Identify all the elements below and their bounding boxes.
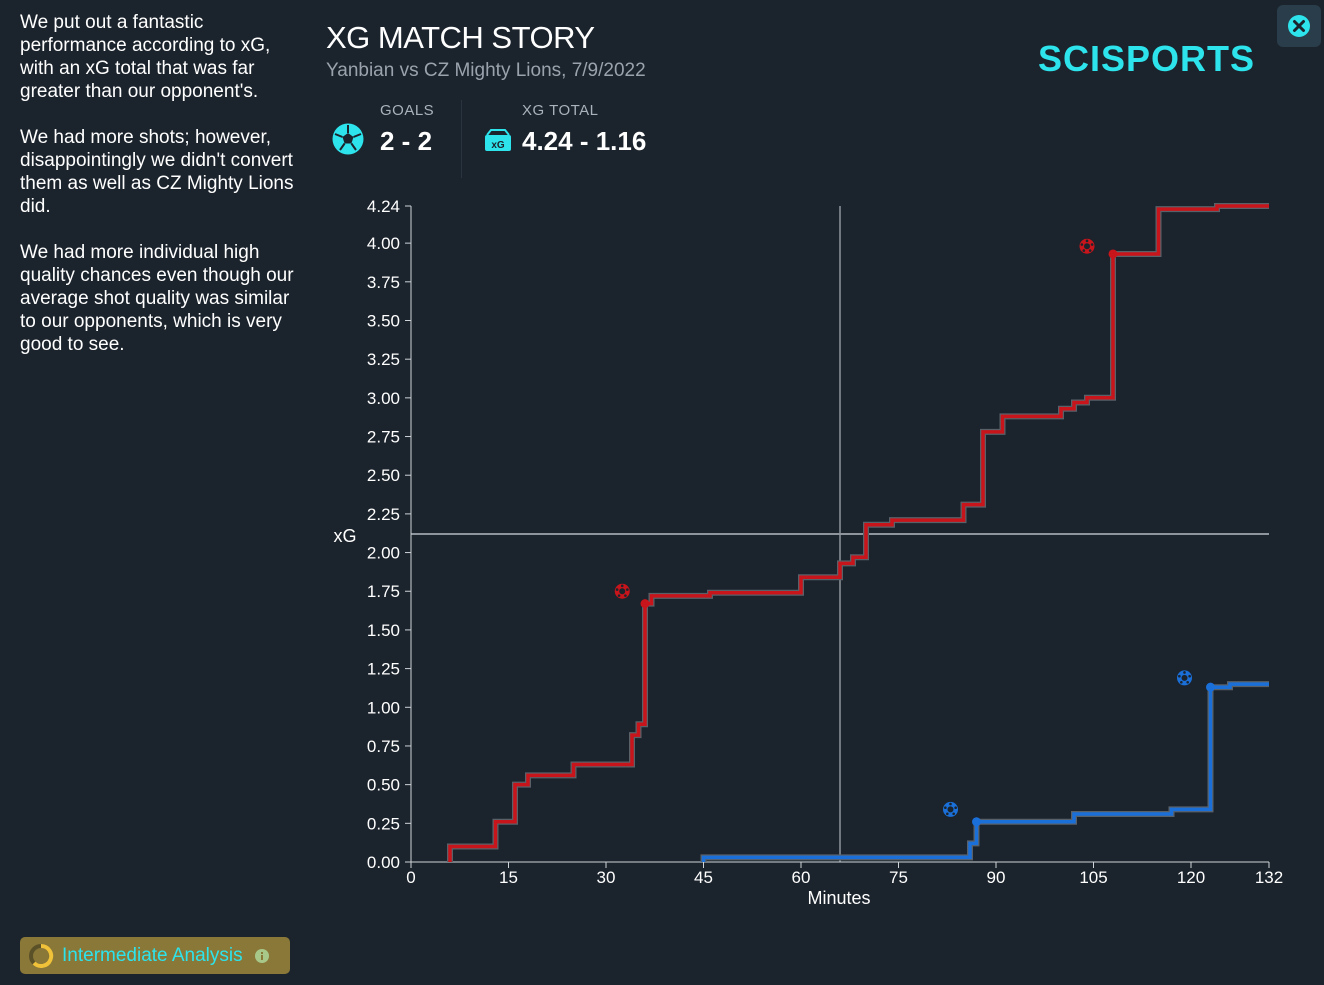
goal-ball-outline <box>614 583 630 599</box>
y-tick-label: 3.75 <box>367 273 400 292</box>
y-tick-label: 0.00 <box>367 853 400 872</box>
yanbian-goal-point <box>1108 249 1118 259</box>
xg-goal-icon: xG <box>485 129 511 151</box>
x-tick-label: 15 <box>499 868 518 887</box>
x-tick-label: 120 <box>1177 868 1205 887</box>
cz-mighty-lions-xg-line <box>701 682 1269 862</box>
y-tick-label: 2.75 <box>367 428 400 447</box>
y-axis-label: xG <box>333 526 356 546</box>
goal-ball-center <box>1181 674 1188 681</box>
goal-ball-patch <box>1186 680 1189 684</box>
y-tick-label: 4.00 <box>367 234 400 253</box>
x-tick-label: 75 <box>889 868 908 887</box>
x-tick-label: 30 <box>597 868 616 887</box>
narrative-paragraph-2: We had more shots; however, disappointin… <box>20 127 294 217</box>
y-tick-label: 0.50 <box>367 776 400 795</box>
y-tick-label: 2.50 <box>367 466 400 485</box>
goal-ball-outline <box>1079 238 1095 254</box>
goal-ball-patch <box>1088 249 1092 252</box>
narrative-paragraph-3: We had more individual high quality chan… <box>20 242 294 355</box>
intermediate-analysis-badge[interactable]: Intermediate Analysis <box>20 937 290 974</box>
x-tick-label: 0 <box>406 868 415 887</box>
goal-ball-patch <box>617 594 621 597</box>
goal-ball-outline <box>1177 670 1192 686</box>
goal-ball-patch <box>952 812 955 816</box>
match-subtitle: Yanbian vs CZ Mighty Lions, 7/9/2022 <box>326 60 646 81</box>
progress-ring-icon <box>29 943 54 968</box>
goal-ball-center <box>947 806 954 813</box>
goal-ball-patch <box>626 588 629 591</box>
yanbian-goal-point <box>640 599 650 609</box>
xg-total-label: XG TOTAL <box>522 102 599 119</box>
y-tick-label: 0.25 <box>367 814 400 833</box>
page-title: XG MATCH STORY <box>326 20 595 55</box>
y-tick-label: 1.75 <box>367 582 400 601</box>
y-tick-label: 2.25 <box>367 505 400 524</box>
goal-ball-patch <box>1180 680 1183 684</box>
xg-total-value: 4.24 - 1.16 <box>522 126 647 156</box>
cz-mighty-lions-goal-point <box>1206 682 1215 692</box>
goal-ball-patch <box>1183 671 1186 674</box>
goal-ball-center <box>619 588 626 595</box>
y-tick-label: 1.00 <box>367 698 400 717</box>
stat-divider <box>461 100 462 178</box>
goals-value: 2 - 2 <box>380 126 433 156</box>
y-tick-label: 3.25 <box>367 350 400 369</box>
goal-ball-patch <box>620 584 624 588</box>
narrative-paragraph-1: We put out a fantastic performance accor… <box>20 12 271 102</box>
cz-mighty-lions-line-shadow <box>700 681 1269 862</box>
goals-label: GOALS <box>380 102 435 119</box>
y-tick-label: 4.24 <box>367 197 400 216</box>
info-icon[interactable] <box>254 948 270 964</box>
goal-ball-patch <box>615 588 619 591</box>
y-tick-label: 1.50 <box>367 621 400 640</box>
goal-ball-patch <box>944 806 947 810</box>
goal-ball-patch <box>1080 243 1084 246</box>
x-tick-label: 45 <box>694 868 713 887</box>
x-axis-label: Minutes <box>807 888 870 908</box>
goal-ball-center <box>1084 243 1090 250</box>
xg-icon-text: xG <box>491 140 505 151</box>
soccer-ball-icon <box>332 123 364 155</box>
goal-ball-patch <box>1188 674 1191 678</box>
y-tick-label: 3.50 <box>367 311 400 330</box>
intermediate-analysis-label: Intermediate Analysis <box>62 944 243 966</box>
x-tick-label: 60 <box>792 868 811 887</box>
goal-ball-patch <box>624 594 627 597</box>
match-narrative: We put out a fantastic performance accor… <box>20 11 305 379</box>
goal-ball-patch <box>1082 249 1086 252</box>
close-button[interactable] <box>1277 5 1321 47</box>
goal-ball-patch <box>954 806 957 810</box>
x-tick-label: 132 <box>1255 868 1283 887</box>
goal-ball-patch <box>1090 243 1094 246</box>
cz-mighty-lions-goal-point <box>972 817 981 827</box>
goal-ball-patch <box>1085 239 1089 243</box>
y-tick-label: 2.00 <box>367 544 400 563</box>
goal-ball-icon <box>943 801 958 817</box>
yanbian-xg-line <box>448 204 1269 862</box>
y-tick-label: 3.00 <box>367 389 400 408</box>
goal-ball-icon <box>1177 670 1192 686</box>
goal-ball-patch <box>949 802 952 806</box>
y-tick-label: 0.75 <box>367 737 400 756</box>
goal-ball-icon <box>1079 238 1095 254</box>
goal-ball-patch <box>1178 674 1181 678</box>
brand-logo: SCISPORTS <box>1038 38 1256 79</box>
x-tick-label: 105 <box>1079 868 1107 887</box>
goal-ball-icon <box>614 583 630 599</box>
yanbian-line-shadow <box>447 203 1269 862</box>
y-tick-label: 1.25 <box>367 660 400 679</box>
goal-ball-patch <box>946 812 949 816</box>
x-tick-label: 90 <box>987 868 1006 887</box>
goal-ball-outline <box>943 801 958 817</box>
close-icon <box>1288 15 1310 37</box>
